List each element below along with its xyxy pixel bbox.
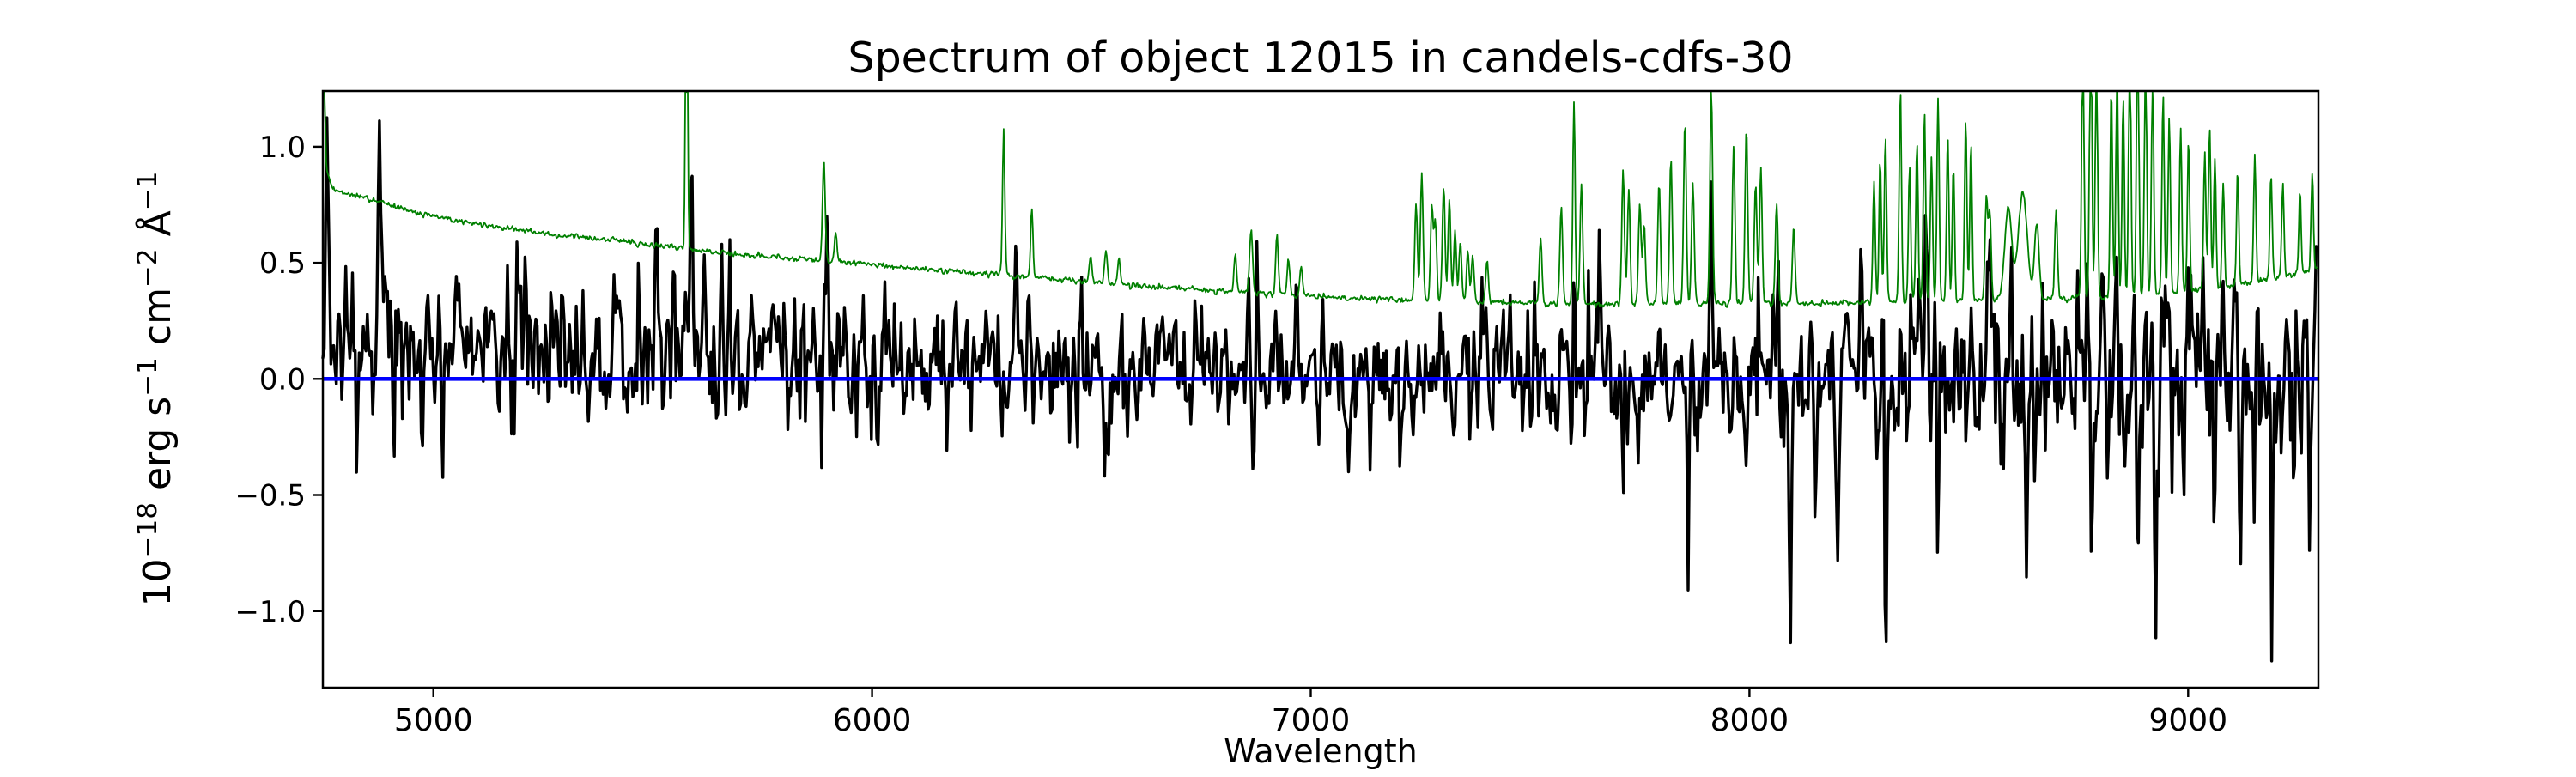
x-tick-label: 7000 [1272, 703, 1351, 738]
y-tick-label: 0.5 [259, 246, 306, 281]
axes-frame [321, 89, 2320, 689]
x-axis-label: Wavelength [1224, 732, 1417, 770]
y-tick-label: 0.0 [259, 362, 306, 397]
y-axis-label-superscript: −1 [132, 357, 163, 397]
axes-group: 5000 6000 7000 8000 9000 1.0 0.5 0.0 −0.5 −1.0 [234, 89, 2320, 738]
plot-title: Spectrum of object 12015 in candels-cdfs… [848, 33, 1793, 82]
y-axis-label-superscript: −18 [132, 502, 163, 558]
y-axis-label-segment: 10 [136, 558, 179, 606]
y-tick-label: −1.0 [234, 595, 306, 629]
x-tick-label: 6000 [833, 703, 912, 738]
y-axis-label-segment: erg s [136, 397, 179, 502]
y-tick-label: 1.0 [259, 131, 306, 165]
y-axis-label-text: 10−18 erg s−1 cm−2 Å−1 [132, 172, 179, 607]
y-axis-label: 10−18 erg s−1 cm−2 Å−1 [132, 172, 179, 607]
y-axis-label-superscript: −2 [132, 248, 163, 288]
y-axis-label-segment: Å [134, 210, 179, 248]
series-group [321, 91, 2318, 663]
y-axis-label-segment: cm [136, 288, 179, 357]
noise-series-line [323, 91, 2318, 309]
x-tick-label: 5000 [394, 703, 473, 738]
flux-series-line [321, 116, 2318, 663]
y-axis-label-superscript: −1 [132, 172, 163, 211]
y-tick-label: −0.5 [234, 479, 306, 513]
x-tick-label: 9000 [2148, 703, 2227, 738]
x-tick-label: 8000 [1710, 703, 1789, 738]
